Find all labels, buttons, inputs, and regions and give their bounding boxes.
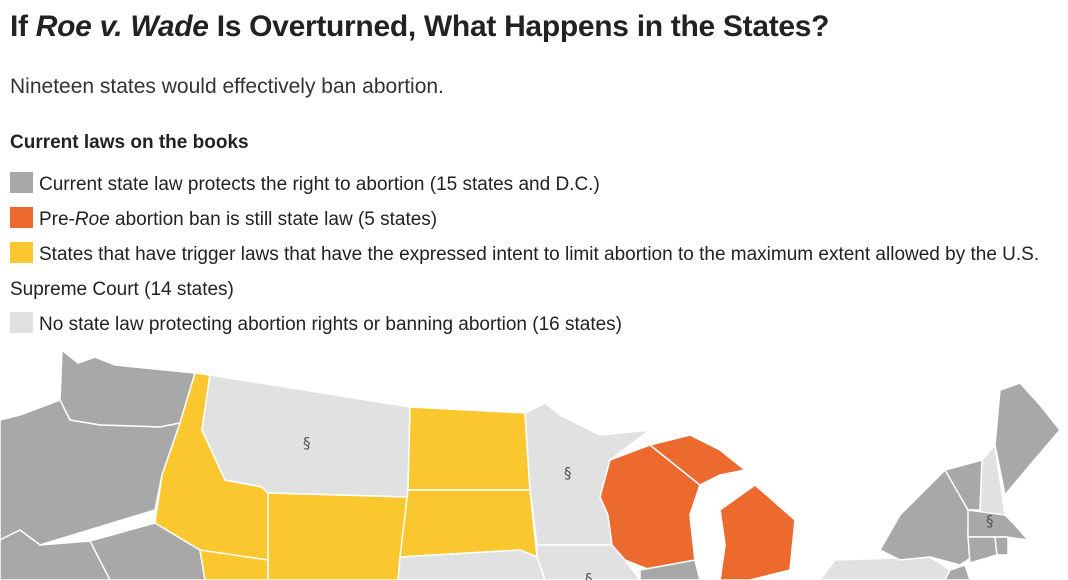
state-new-jersey <box>944 564 971 580</box>
title-case-name: Roe v. Wade <box>35 10 209 43</box>
legend-item-no-law: No state law protecting abortion rights … <box>10 307 622 342</box>
state-utah <box>199 549 269 580</box>
state-washington <box>59 349 196 428</box>
legend-swatch-yellow <box>10 242 33 263</box>
legend-item-trigger-law: States that have trigger laws that have … <box>10 237 1060 307</box>
legend-swatch-light-gray <box>10 312 33 333</box>
state-rhode-island <box>994 536 1009 556</box>
title-prefix: If <box>10 10 36 43</box>
state-pennsylvania <box>819 556 951 580</box>
us-state-map: § § § § <box>0 349 1061 580</box>
legend-item-protects: Current state law protects the right to … <box>10 167 600 202</box>
state-illinois <box>639 559 701 580</box>
state-maine <box>994 382 1061 496</box>
marker-montana: § <box>303 434 311 452</box>
marker-massachusetts: § <box>986 512 994 530</box>
lake-michigan <box>689 474 733 580</box>
legend-label-pre-roe-after: abortion ban is still state law (5 state… <box>109 209 438 230</box>
state-south-dakota <box>399 489 538 558</box>
legend-heading: Current laws on the books <box>10 132 249 153</box>
state-wyoming <box>267 492 409 580</box>
marker-iowa: § <box>585 570 593 580</box>
title-suffix: Is Overturned, What Happens in the State… <box>208 10 830 43</box>
state-oregon <box>0 399 181 546</box>
state-north-dakota <box>407 406 531 491</box>
state-michigan-lower <box>719 484 796 580</box>
legend-label-no-law: No state law protecting abortion rights … <box>39 314 622 335</box>
legend-item-pre-roe-ban: Pre-Roe abortion ban is still state law … <box>10 202 437 237</box>
legend-label-pre-roe-before: Pre- <box>39 209 75 230</box>
legend-label-protects: Current state law protects the right to … <box>39 174 600 195</box>
legend-swatch-gray <box>10 172 33 193</box>
legend-label-trigger-law: States that have trigger laws that have … <box>10 244 1040 300</box>
page-title: If Roe v. Wade Is Overturned, What Happe… <box>10 10 830 44</box>
state-massachusetts <box>967 509 1029 541</box>
legend-label-pre-roe-italic: Roe <box>74 209 110 230</box>
state-connecticut <box>967 536 998 564</box>
marker-minnesota: § <box>564 464 572 482</box>
legend-swatch-orange <box>10 207 33 228</box>
page-subtitle: Nineteen states would effectively ban ab… <box>10 75 444 98</box>
